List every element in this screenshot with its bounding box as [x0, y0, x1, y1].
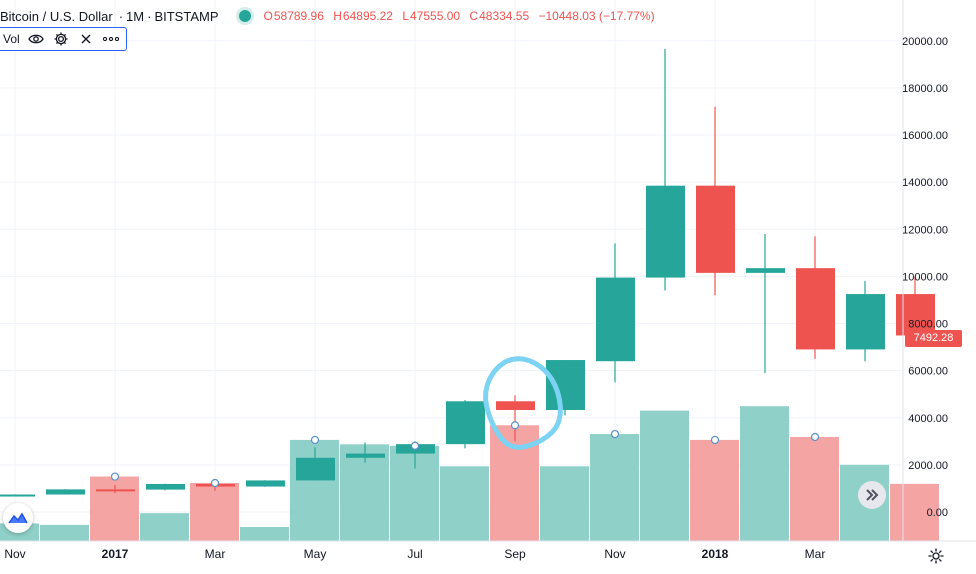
volume-marker: [710, 435, 720, 445]
close-value: 48334.55: [479, 9, 530, 23]
candle-body: [246, 480, 285, 487]
volume-bar: [640, 410, 689, 541]
price-tick-label: 0.00: [927, 507, 948, 519]
volume-marker: [210, 478, 220, 488]
price-tick-label: 12000.00: [902, 224, 948, 236]
volume-bar: [40, 524, 89, 541]
volume-study-label: Vol: [3, 32, 20, 46]
exchange[interactable]: BITSTAMP: [154, 8, 219, 24]
volume-marker: [810, 432, 820, 442]
scroll-to-realtime-button[interactable]: [858, 481, 886, 509]
ohlc-values: O58789.96 H64895.22 L47555.00 C48334.55 …: [264, 9, 655, 23]
price-tick-label: 2000.00: [908, 460, 948, 472]
volume-bar: [440, 466, 489, 541]
time-axis: Nov 2017 Mar May Jul Sep Nov 2018 Mar: [4, 547, 825, 561]
candle-body: [146, 483, 185, 490]
candle-body: [796, 268, 835, 350]
symbol-name[interactable]: Bitcoin / U.S. Dollar: [0, 8, 113, 24]
volume-marker: [410, 441, 420, 450]
last-price-label: 7492.28: [905, 330, 962, 347]
price-tick-label: 6000.00: [908, 366, 948, 378]
legend-separator: ·: [118, 8, 124, 24]
candle-body: [496, 401, 535, 410]
close-label: C: [469, 9, 479, 23]
volume-marker: [110, 472, 120, 481]
low-label: L: [402, 9, 410, 23]
candle-body: [696, 185, 735, 273]
volume-bar: [740, 406, 789, 541]
price-tick-label: 10000.00: [902, 271, 948, 283]
candle-body: [546, 360, 585, 410]
eye-icon[interactable]: [27, 30, 45, 48]
volume-marker: [510, 421, 520, 430]
volume-bar: [790, 436, 839, 541]
open-value: 58789.96: [273, 9, 324, 23]
volume-study-legend[interactable]: Vol: [0, 27, 127, 51]
market-status-icon: [238, 10, 251, 22]
chart-legend: Bitcoin / U.S. Dollar · 1M · BITSTAMP O5…: [0, 6, 655, 26]
chart-settings-gear-icon[interactable]: [926, 546, 946, 566]
volume-bar: [240, 526, 289, 541]
interval[interactable]: 1M: [126, 8, 145, 24]
price-tick-label: 20000.00: [902, 36, 948, 48]
candle-body: [746, 268, 785, 273]
price-tick-label: 8000.00: [908, 319, 948, 331]
circle-annotation[interactable]: [483, 356, 563, 450]
gear-icon[interactable]: [52, 30, 70, 48]
legend-separator: ·: [147, 8, 152, 24]
volume-bar: [140, 513, 189, 541]
high-value: 64895.22: [342, 9, 393, 23]
time-tick-label: Sep: [504, 547, 526, 561]
price-tick-label: 16000.00: [902, 130, 948, 142]
time-tick-label: May: [304, 547, 327, 561]
time-tick-label: 2017: [102, 547, 129, 561]
high-label: H: [333, 9, 342, 23]
volume-markers: [110, 421, 820, 488]
candle-body: [296, 457, 335, 481]
candle-body: [0, 494, 35, 497]
time-tick-label: Nov: [604, 547, 625, 561]
candle-body: [596, 277, 635, 362]
price-tick-label: 4000.00: [908, 413, 948, 425]
low-value: 47555.00: [410, 9, 461, 23]
candle-body: [96, 489, 135, 492]
volume-bar: [690, 439, 739, 541]
candle-body: [446, 401, 485, 445]
time-tick-label: Nov: [4, 547, 25, 561]
candle-body: [646, 185, 685, 278]
candle-body: [346, 453, 385, 458]
close-icon[interactable]: [77, 30, 95, 48]
volume-marker: [310, 435, 320, 445]
volume-marker: [610, 429, 620, 439]
price-axis: 0.00 2000.00 4000.00 6000.00 8000.00 10000.00…: [902, 36, 948, 519]
candle-body: [46, 489, 85, 495]
time-tick-label: Mar: [805, 547, 826, 561]
time-tick-label: 2018: [702, 547, 729, 561]
double-chevron-right-icon: [866, 489, 879, 501]
more-icon[interactable]: [102, 30, 120, 48]
price-tick-label: 18000.00: [902, 83, 948, 95]
volume-bar: [890, 483, 939, 541]
volume-bar: [540, 466, 589, 541]
time-tick-label: Jul: [407, 547, 422, 561]
volume-bar: [590, 434, 639, 541]
price-tick-label: 14000.00: [902, 177, 948, 189]
volume-bar: [190, 482, 239, 541]
change-value: −10448.03 (−17.77%): [538, 9, 655, 23]
candle-layer: [0, 49, 935, 497]
time-tick-label: Mar: [205, 547, 226, 561]
open-label: O: [263, 9, 273, 23]
candle-body: [846, 294, 885, 350]
tradingview-logo-icon[interactable]: [3, 503, 33, 533]
